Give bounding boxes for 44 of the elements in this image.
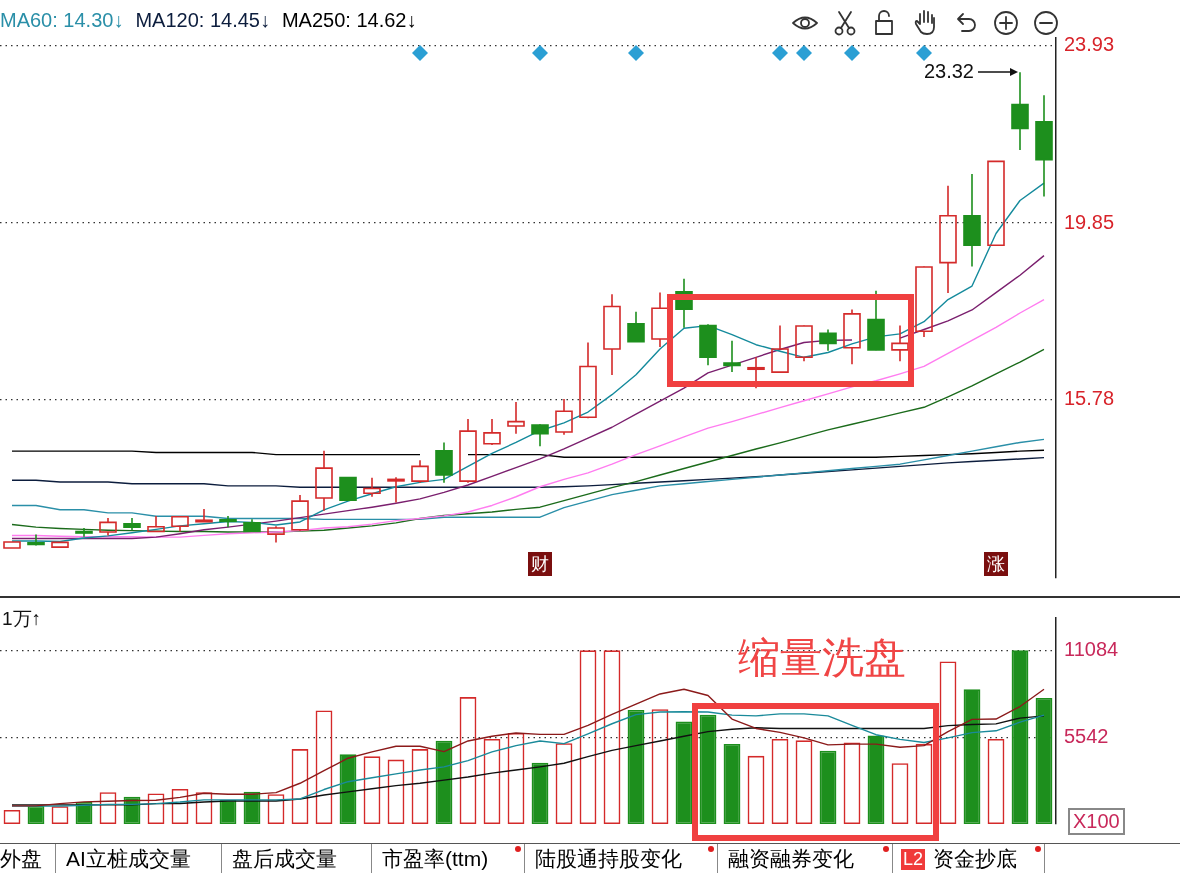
text: 外盘	[0, 846, 42, 872]
text: 盘后成交量	[232, 846, 337, 872]
candlestick	[603, 293, 621, 376]
candlestick	[99, 517, 117, 537]
y-tick-label: 15.78	[1064, 387, 1115, 410]
text: 市盈率(ttm)	[382, 846, 489, 872]
candlestick	[771, 324, 789, 373]
candlestick	[915, 266, 933, 338]
text: 资金抄底	[933, 846, 1017, 872]
candlestick	[483, 418, 501, 445]
text: MA60: 14.30↓	[0, 9, 124, 32]
text: 融资融券变化	[728, 846, 854, 872]
candlestick	[291, 494, 309, 531]
text: AI立桩成交量	[66, 846, 191, 872]
candlestick	[843, 308, 861, 366]
text: L2	[900, 848, 926, 870]
candlestick	[387, 476, 405, 504]
candlestick	[411, 459, 429, 484]
candlestick	[891, 324, 909, 363]
annotation: 23.32	[923, 60, 974, 84]
candlestick	[363, 476, 381, 498]
annotation: 1万↑	[2, 607, 42, 631]
annotation: 涨	[984, 552, 1008, 576]
candlestick	[555, 398, 573, 436]
text: 陆股通持股变化	[535, 846, 682, 872]
candlestick	[507, 401, 525, 435]
y-tick-label: 23.93	[1064, 33, 1115, 56]
text: MA250: 14.62↓	[281, 9, 417, 32]
candlestick	[315, 449, 333, 512]
candlestick	[267, 525, 285, 544]
y-tick-label: 11084	[1064, 637, 1119, 660]
annotation: 财	[528, 552, 552, 576]
candlestick	[195, 508, 213, 523]
text: MA120: 14.45↓	[135, 9, 270, 32]
candlestick	[171, 515, 189, 533]
candlestick	[747, 356, 765, 389]
y-tick-label: 5542	[1064, 724, 1109, 747]
candlestick	[147, 515, 165, 533]
annotation: 缩量洗盘	[738, 633, 906, 683]
candlestick	[579, 341, 597, 419]
y-axis-title: X100	[1068, 808, 1125, 835]
candlestick	[459, 418, 477, 484]
y-tick-label: 19.85	[1064, 210, 1115, 233]
candlestick	[939, 184, 957, 294]
